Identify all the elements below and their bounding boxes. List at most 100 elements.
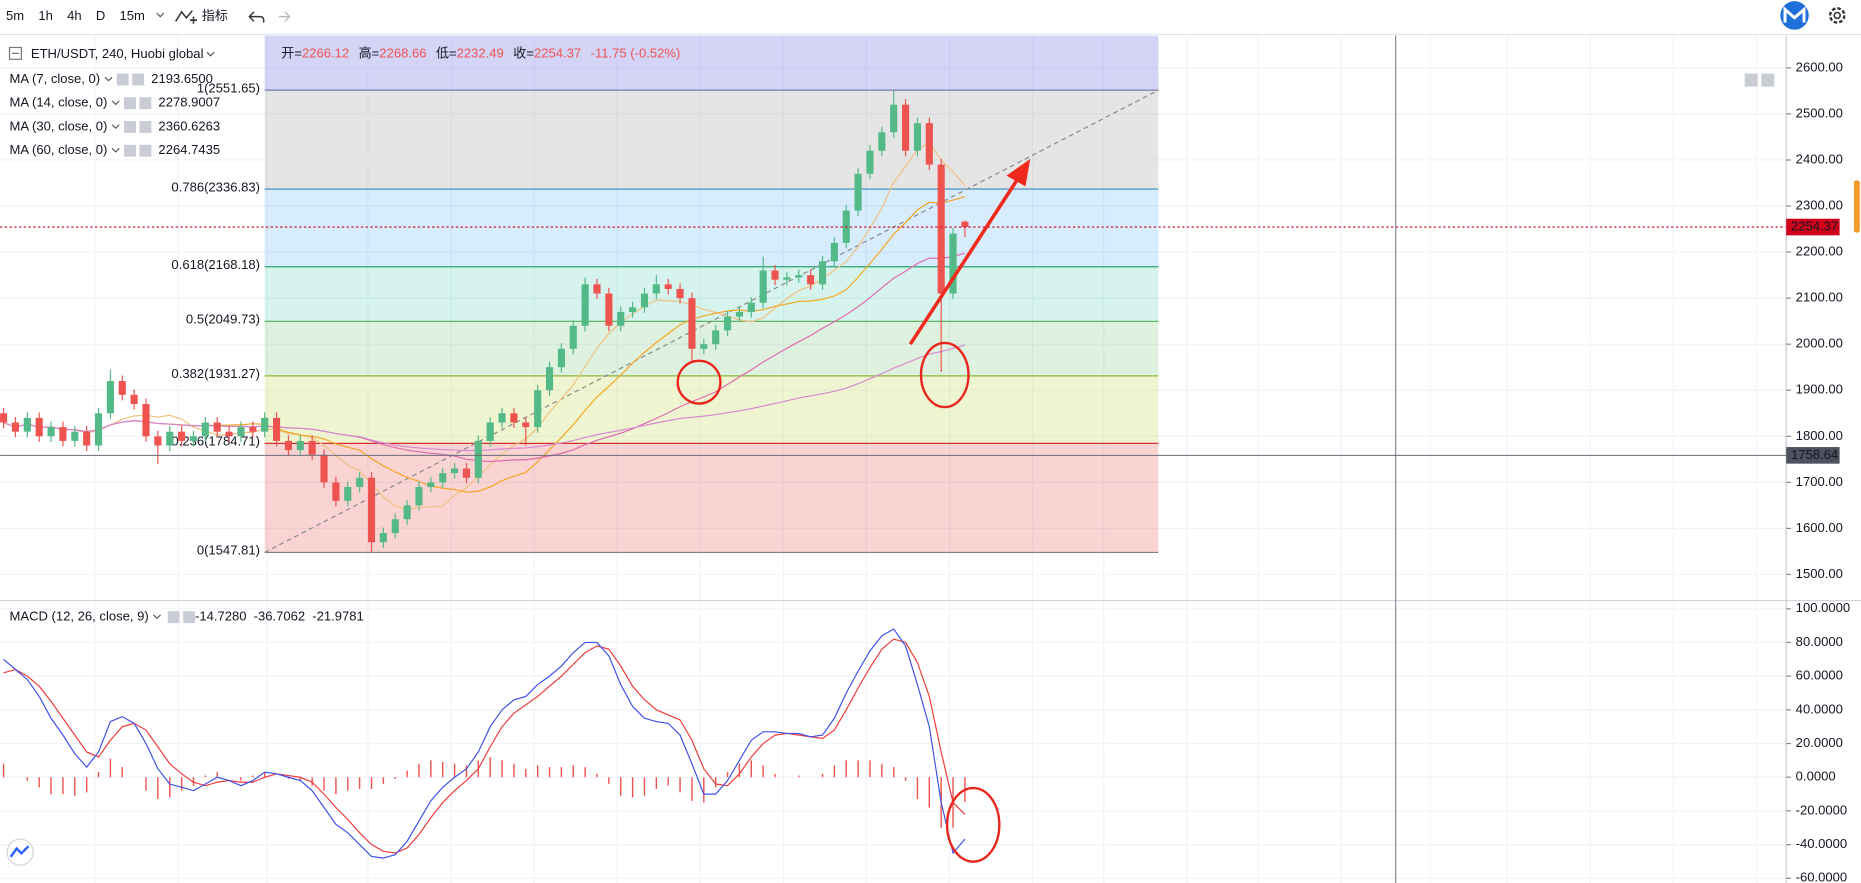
ma-legend-value: 2278.9007 — [158, 95, 220, 110]
fib-zone — [264, 189, 1159, 267]
eye-icon[interactable] — [124, 121, 136, 133]
candle-body — [11, 422, 20, 432]
dropdown-icon[interactable] — [153, 614, 162, 620]
candle-body — [688, 298, 696, 349]
eye-icon[interactable] — [167, 611, 180, 624]
candle-body — [913, 123, 922, 151]
candle-body — [178, 431, 186, 441]
fib-zone — [264, 35, 1159, 91]
symbol-title: ETH/USDT, 240, Huobi global — [31, 46, 204, 61]
close-icon[interactable] — [139, 121, 152, 133]
candle-body — [902, 104, 910, 151]
candle-body — [605, 293, 613, 326]
y-tick-label: 1800.00 — [1796, 428, 1843, 443]
candle-body — [427, 482, 435, 487]
crosshair-tag — [1786, 447, 1840, 464]
dropdown-icon[interactable] — [111, 100, 120, 106]
candle-body — [71, 431, 79, 441]
dropdown-icon[interactable] — [156, 12, 165, 18]
ohlc-value: 2268.66 — [379, 46, 426, 61]
candle-body — [201, 422, 209, 437]
y-tick-label: -60.0000 — [1796, 870, 1848, 883]
candle-body — [284, 440, 292, 451]
candle-body — [486, 422, 494, 441]
dropdown-icon[interactable] — [111, 124, 120, 130]
candle-body — [332, 482, 340, 501]
annotation-circle — [919, 341, 970, 409]
eye-icon[interactable] — [124, 97, 136, 110]
collapse-icon[interactable] — [8, 46, 22, 60]
candle-body — [878, 132, 886, 151]
candle-body — [522, 422, 530, 428]
candle-body — [747, 302, 755, 312]
candle-body — [403, 505, 411, 520]
dropdown-icon[interactable] — [111, 147, 120, 153]
candle-body — [106, 381, 114, 414]
logo-small-mark — [9, 845, 30, 858]
settings-icon[interactable] — [1828, 7, 1846, 24]
price-pane: 1(2551.65) 0.786(2336.83) 0.618(2168.18) 0.… — [0, 35, 1787, 558]
dropdown-icon[interactable] — [104, 76, 113, 82]
fib-zone — [264, 90, 1159, 190]
candle-body — [640, 293, 649, 308]
eye-icon[interactable] — [116, 73, 129, 86]
candle-body — [225, 431, 233, 437]
candle-body — [83, 431, 91, 446]
y-tick-label: 40.0000 — [1796, 701, 1843, 716]
candle-body — [474, 440, 482, 478]
ohlc-key: 高= — [359, 46, 380, 61]
indicators-button[interactable]: 指标 — [202, 8, 228, 23]
undo-icon[interactable] — [248, 11, 265, 23]
ohlc-value: 2232.49 — [457, 46, 504, 61]
candle-body — [925, 123, 933, 165]
candle-body — [617, 311, 625, 326]
ma-legend-name: MA (30, close, 0) — [10, 118, 108, 133]
interval-button[interactable]: 15m — [120, 8, 146, 23]
interval-button[interactable]: 4h — [67, 8, 82, 23]
candle-body — [296, 440, 304, 451]
y-tick-label: 2000.00 — [1796, 336, 1843, 351]
candle-body — [189, 436, 198, 441]
interval-button[interactable]: D — [96, 8, 105, 23]
candle-body — [712, 330, 720, 345]
candle-body — [961, 221, 969, 228]
redo-icon[interactable] — [278, 11, 291, 22]
candle-body — [0, 413, 8, 423]
close-icon[interactable] — [183, 611, 196, 624]
candle-body — [854, 173, 862, 211]
pane-button[interactable] — [1761, 73, 1775, 87]
ma-line — [3, 142, 966, 510]
candle-body — [557, 348, 565, 368]
eye-icon[interactable] — [124, 144, 136, 157]
close-icon[interactable] — [132, 73, 145, 86]
candle-body — [118, 381, 126, 395]
last-price-label: 2254.37 — [1791, 218, 1838, 233]
candle-body — [783, 277, 791, 280]
interval-button[interactable]: 1h — [38, 8, 53, 23]
fib-zone — [264, 375, 1159, 444]
pane-button[interactable] — [1744, 73, 1758, 87]
candle-body — [379, 533, 387, 543]
candle-body — [249, 427, 257, 432]
y-tick-label: 60.0000 — [1796, 668, 1843, 683]
ohlc-header: 开=2266.12 高=2268.66 低=2232.49 收=2254.37 -11.… — [281, 46, 680, 61]
macd-legend-value: -14.7280 — [195, 609, 247, 624]
candle-body — [569, 325, 577, 349]
indicator-icon[interactable] — [175, 10, 198, 24]
close-icon[interactable] — [139, 144, 152, 157]
fib-label: 0.618(2168.18) — [171, 257, 259, 272]
ma-legend-value: 2264.7435 — [158, 142, 220, 157]
candle-body — [664, 284, 672, 289]
background — [0, 35, 1787, 883]
annotation-arrow — [908, 177, 1020, 346]
dropdown-icon[interactable] — [206, 51, 215, 57]
y-tick-label: 80.0000 — [1796, 634, 1843, 649]
interval-button[interactable]: 5m — [6, 8, 24, 23]
candle-body — [937, 164, 945, 294]
candle-body — [652, 284, 660, 294]
last-price-tag — [1786, 218, 1840, 236]
y-tick-label: 1700.00 — [1796, 474, 1843, 489]
macd-legend-value: -36.7062 — [254, 609, 306, 624]
close-icon[interactable] — [139, 97, 152, 110]
